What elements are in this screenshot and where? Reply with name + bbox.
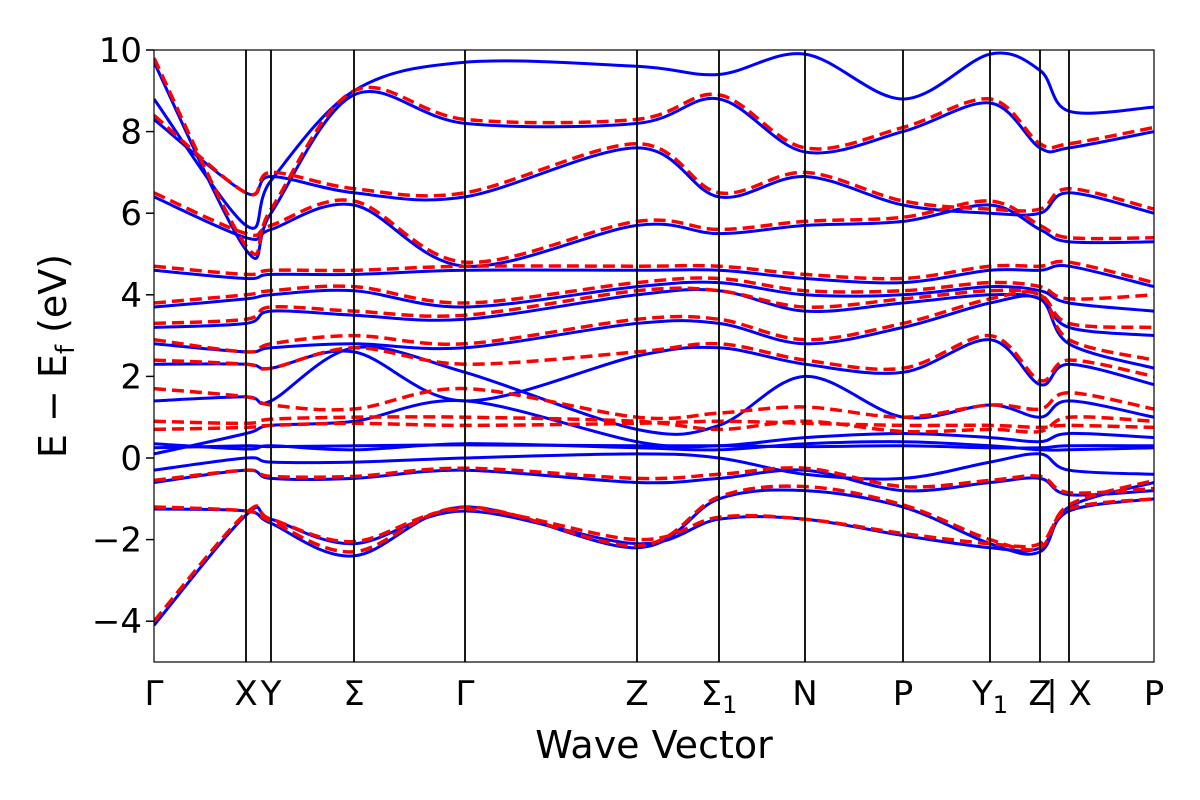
- x-tick-label-text: Σ: [701, 674, 722, 714]
- band-line-solid-16: [154, 51, 1154, 230]
- k-point-lines: [245, 50, 1070, 662]
- band-line-solid-3: [154, 452, 1154, 481]
- y-axis-title-main: E − E: [31, 354, 75, 458]
- band-line-dashed-11: [154, 191, 1154, 265]
- y-tick-label: 10: [99, 31, 142, 71]
- x-tick-label: Σ: [343, 674, 364, 714]
- x-tick-label: Z: [625, 674, 648, 714]
- band-line-solid-5: [154, 440, 1154, 452]
- band-line-dashed-4: [154, 415, 1154, 434]
- x-tick-label-text: | X: [1046, 674, 1092, 714]
- y-tick-label: −4: [92, 602, 142, 642]
- y-axis-title-unit: (eV): [31, 254, 75, 333]
- band-line-dashed-8: [154, 286, 1154, 330]
- y-tick-label: 4: [120, 276, 142, 316]
- band-line-solid-6: [154, 399, 1154, 456]
- x-axis-title: Wave Vector: [535, 723, 773, 767]
- x-tick-label-subscript: 1: [993, 691, 1008, 719]
- x-tick-label-text: Y: [260, 674, 282, 714]
- x-tick-label-text: Σ: [343, 674, 364, 714]
- y-tick-label: 6: [120, 194, 142, 234]
- band-line-dashed-3: [154, 419, 1154, 432]
- y-axis-title: E − Ef (eV): [31, 254, 81, 458]
- x-tick-label-text: N: [792, 674, 817, 714]
- x-tick-label: Γ: [456, 674, 475, 714]
- x-tick-label-text: Z: [1028, 674, 1051, 714]
- x-tick-label: N: [792, 674, 817, 714]
- y-axis-ticks: −4 −2 0 2 4 6 8 10: [92, 31, 154, 642]
- y-tick-label: 2: [120, 357, 142, 397]
- x-tick-label: Γ: [145, 674, 164, 714]
- band-line-dashed-7: [154, 290, 1154, 362]
- band-line-solid-13: [154, 195, 1154, 268]
- band-line-dashed-9: [154, 276, 1154, 305]
- x-tick-label: Z: [1028, 674, 1051, 714]
- band-line-dashed-0: [154, 497, 1154, 623]
- x-tick-label-text: Z: [625, 674, 648, 714]
- plot-background: [154, 50, 1154, 662]
- x-tick-label-text: P: [1144, 674, 1165, 714]
- x-tick-label: Y: [260, 674, 282, 714]
- x-tick-label-text: P: [893, 674, 914, 714]
- y-tick-label: −2: [92, 521, 142, 561]
- x-tick-label-subscript: 1: [722, 691, 737, 719]
- band-line-solid-8: [154, 338, 1154, 403]
- band-line-solid-10: [154, 287, 1154, 338]
- series-dashed: [154, 57, 1154, 623]
- x-tick-label: P: [1144, 674, 1165, 714]
- y-tick-label: 0: [120, 439, 142, 479]
- band-line-dashed-1: [154, 478, 1154, 554]
- x-tick-label-text: Γ: [145, 674, 164, 714]
- y-axis-title-subscript: f: [51, 344, 81, 354]
- x-tick-label-text: X: [234, 674, 257, 714]
- band-line-dashed-5: [154, 386, 1154, 421]
- band-line-solid-2: [154, 468, 1154, 497]
- y-tick-label: 8: [120, 113, 142, 153]
- band-line-solid-11: [154, 280, 1154, 313]
- band-line-solid-12: [154, 264, 1154, 289]
- band-line-dashed-10: [154, 259, 1154, 285]
- x-tick-label-text: Γ: [456, 674, 475, 714]
- x-tick-label: | X: [1046, 674, 1092, 714]
- x-tick-label: P: [893, 674, 914, 714]
- x-tick-label-text: Y: [971, 674, 993, 714]
- x-tick-label: X: [234, 674, 257, 714]
- x-tick-label: Y1: [971, 674, 1008, 719]
- bands-layer: [154, 51, 1154, 627]
- plot-frame: [153, 49, 1155, 663]
- x-tick-label: Σ1: [701, 674, 738, 719]
- band-line-dashed-12: [154, 113, 1154, 213]
- band-line-dashed-13: [154, 57, 1154, 256]
- series-solid: [154, 51, 1154, 627]
- band-line-dashed-2: [154, 466, 1154, 495]
